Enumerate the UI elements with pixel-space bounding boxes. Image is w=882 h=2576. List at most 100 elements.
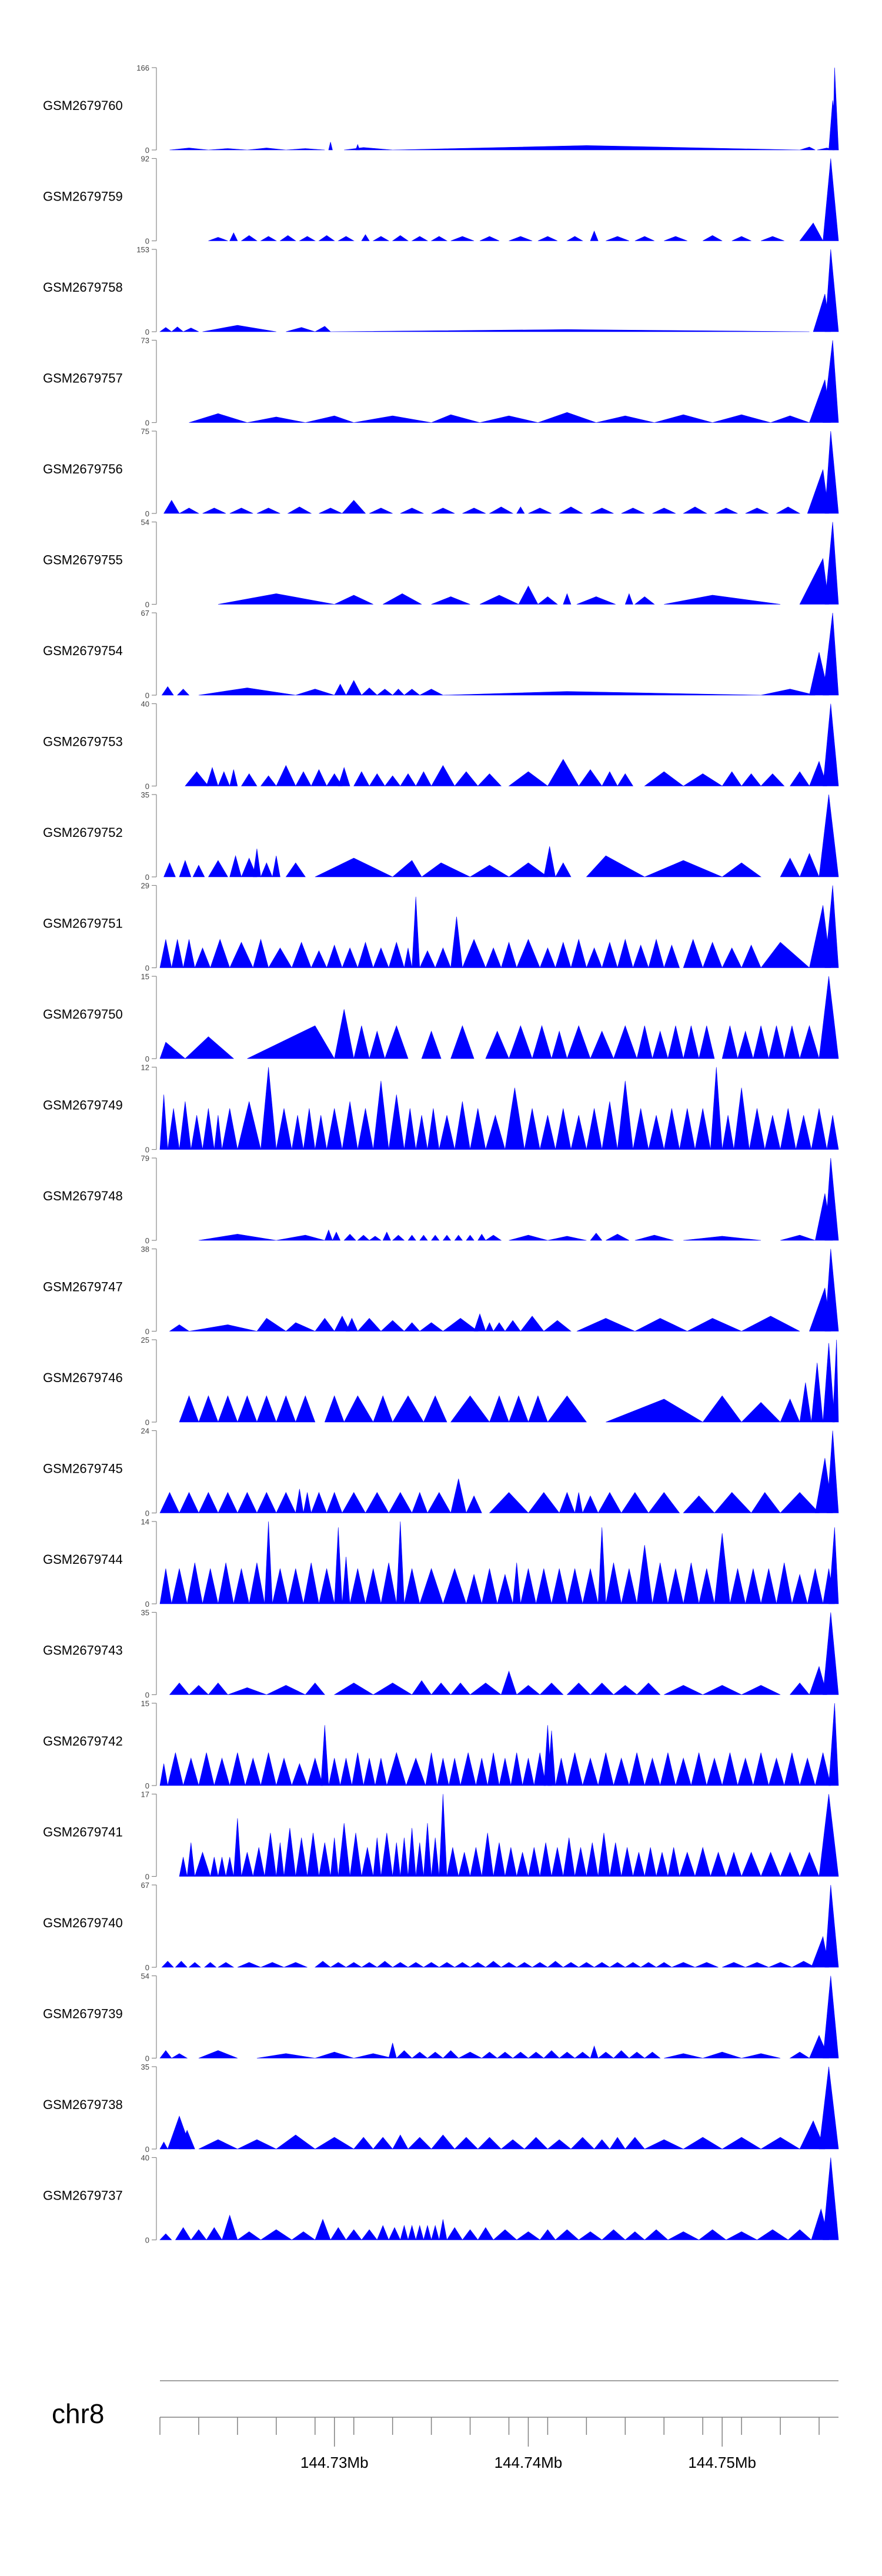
coverage-peak [823, 158, 839, 241]
coverage-peak [169, 148, 209, 151]
coverage-peak [578, 1962, 595, 1968]
coverage-peak [741, 1402, 781, 1423]
coverage-peak [760, 942, 810, 968]
coverage-peak [566, 1025, 591, 1059]
y-min-label: 0 [145, 873, 149, 882]
coverage-peak [415, 1115, 428, 1150]
coverage-peak [570, 2137, 595, 2150]
coverage-peak [702, 942, 723, 968]
coverage-peak [807, 1568, 823, 1604]
coverage-peak [505, 1087, 525, 1150]
coverage-peak [159, 2233, 172, 2240]
coverage-peak [477, 2227, 494, 2240]
coverage-peak [799, 1025, 820, 1059]
coverage-peak [380, 1562, 397, 1604]
coverage-peak [493, 1842, 506, 1877]
coverage-peak [485, 1234, 502, 1241]
coverage-peak [582, 1757, 599, 1786]
coverage-peak [188, 1685, 209, 1695]
track-sample-label: GSM2679739 [43, 2007, 123, 2021]
coverage-peak [275, 2134, 316, 2150]
coverage-peak [586, 1108, 603, 1150]
coverage-peak [229, 1752, 246, 1786]
coverage-peak [654, 414, 713, 423]
coverage-peak [702, 1395, 742, 1423]
y-max-label: 73 [141, 336, 149, 345]
coverage-peak [276, 1395, 296, 1423]
coverage-peak [824, 885, 839, 968]
coverage-peak [799, 2120, 826, 2150]
coverage-peak [652, 1030, 669, 1059]
y-min-label: 0 [145, 1691, 149, 1700]
coverage-peak [500, 2139, 525, 2150]
coverage-peak [256, 508, 280, 514]
coverage-peak [373, 1395, 393, 1423]
coverage-peak [578, 769, 603, 786]
coverage-peak [353, 2137, 374, 2150]
coverage-peak [352, 1752, 364, 1786]
track-sample-label: GSM2679759 [43, 189, 123, 204]
coverage-peak [823, 612, 839, 696]
coverage-peak [369, 1030, 385, 1059]
coverage-peak [276, 1491, 296, 1513]
coverage-peak [260, 775, 277, 786]
coverage-peak [505, 1847, 517, 1877]
coverage-peak [551, 1030, 567, 1059]
coverage-peak [487, 1752, 500, 1786]
coverage-peak [295, 1837, 308, 1877]
coverage-track: GSM2679757 73 0 [43, 336, 839, 428]
coverage-peak [319, 1842, 331, 1877]
coverage-peak [703, 235, 723, 241]
coverage-peak [520, 1316, 544, 1332]
coverage-peak [400, 773, 416, 786]
coverage-peak [726, 2231, 757, 2240]
coverage-peak [268, 947, 292, 968]
coverage-peak [314, 326, 331, 332]
coverage-peak [613, 1685, 637, 1695]
coverage-peak [283, 1828, 296, 1877]
coverage-peak [334, 1316, 350, 1332]
axis-tick-label: 144.73Mb [300, 2454, 369, 2471]
coverage-peak [832, 67, 839, 151]
coverage-peak [799, 1757, 816, 1786]
coverage-peak [183, 939, 195, 968]
coverage-peak [237, 1101, 261, 1150]
coverage-peak [621, 1847, 633, 1877]
coverage-peak [460, 1752, 476, 1786]
coverage-peak [291, 942, 312, 968]
y-max-label: 35 [141, 790, 149, 799]
coverage-peak [303, 1492, 312, 1513]
coverage-peak [183, 1757, 199, 1786]
coverage-peak [247, 416, 306, 423]
axis-tick-label: 144.74Mb [495, 2454, 563, 2471]
y-max-label: 17 [141, 1790, 149, 1799]
coverage-peak [285, 1322, 315, 1332]
coverage-peak [404, 1108, 416, 1150]
y-max-label: 38 [141, 1245, 149, 1254]
coverage-peak [644, 1847, 657, 1877]
coverage-peak [586, 947, 603, 968]
coverage-peak [722, 1962, 746, 1968]
coverage-peak [171, 1568, 188, 1604]
coverage-peak [745, 1962, 769, 1968]
coverage-peak [372, 236, 390, 241]
coverage-peak [543, 1320, 572, 1332]
coverage-peak [823, 1612, 839, 1695]
coverage-peak [185, 1036, 235, 1059]
coverage-peak [400, 508, 424, 514]
coverage-peak [383, 593, 422, 605]
coverage-peak [361, 1847, 374, 1877]
coverage-peak [334, 683, 346, 696]
coverage-peak [291, 1115, 304, 1150]
track-sample-label: GSM2679747 [43, 1280, 123, 1294]
coverage-peak [446, 1847, 459, 1877]
coverage-peak [303, 1562, 319, 1604]
coverage-peak [694, 1846, 711, 1877]
coverage-peak [161, 686, 174, 696]
coverage-peak [741, 1685, 781, 1695]
coverage-peak [721, 2137, 762, 2150]
coverage-peak [824, 1249, 839, 1332]
coverage-peak [159, 1095, 168, 1150]
coverage-peak [326, 944, 343, 968]
coverage-peak [167, 1752, 183, 1786]
